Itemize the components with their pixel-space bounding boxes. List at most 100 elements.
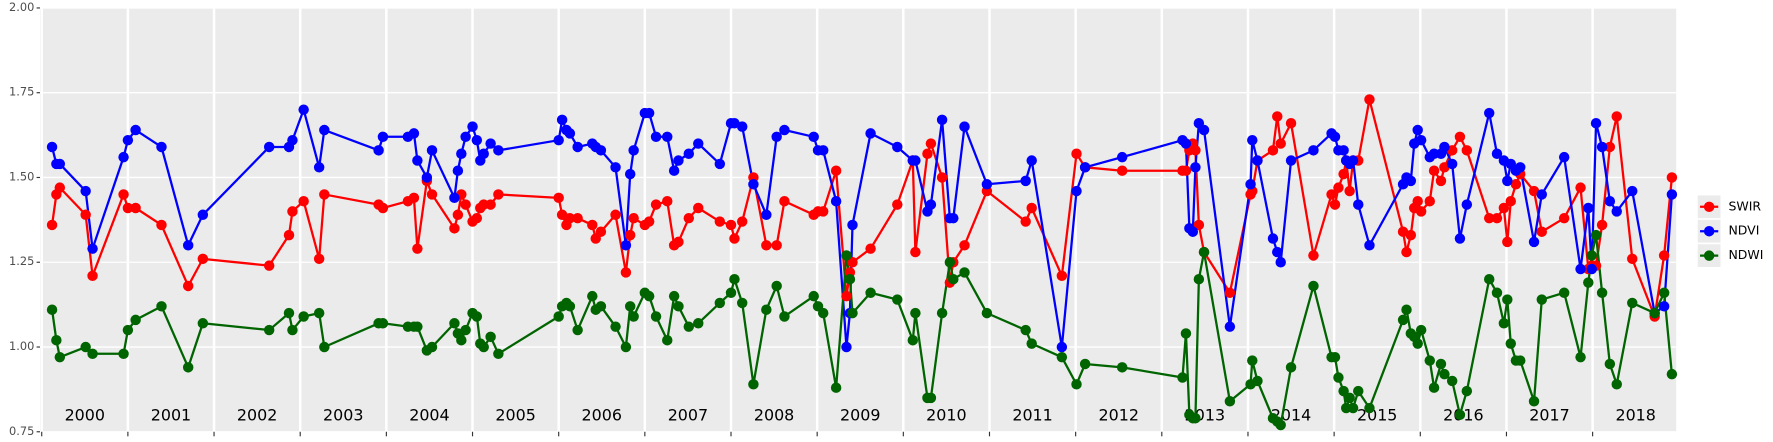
data-point: [944, 257, 956, 268]
y-tick-label: 1.75: [9, 85, 34, 99]
data-point: [1020, 175, 1031, 187]
data-point: [1364, 402, 1375, 414]
data-point: [817, 145, 829, 156]
data-point: [46, 304, 58, 315]
data-point: [1483, 212, 1495, 224]
data-point: [948, 273, 959, 285]
data-point: [1275, 419, 1286, 431]
data-point: [1329, 131, 1341, 143]
data-point: [830, 195, 842, 207]
data-point: [412, 243, 423, 254]
data-point: [1364, 94, 1375, 105]
data-point: [1026, 202, 1037, 214]
data-point: [1498, 318, 1510, 329]
data-point: [1353, 385, 1364, 397]
data-point: [620, 341, 632, 353]
data-point: [959, 267, 970, 278]
data-point: [729, 233, 740, 244]
data-point: [564, 128, 576, 139]
data-point: [1658, 250, 1670, 261]
data-point: [1198, 246, 1210, 258]
data-point: [460, 199, 471, 210]
data-point: [319, 124, 330, 136]
data-point: [771, 240, 782, 251]
data-point: [1536, 226, 1548, 237]
data-point: [1515, 162, 1526, 173]
data-point: [1604, 195, 1616, 207]
data-point: [313, 162, 325, 173]
data-point: [587, 219, 598, 231]
data-point: [460, 324, 471, 336]
data-point: [587, 290, 598, 302]
data-point: [1056, 270, 1068, 282]
data-point: [736, 121, 748, 132]
data-point: [1502, 175, 1513, 187]
data-point: [118, 189, 129, 200]
data-point: [643, 290, 655, 302]
data-point: [1079, 162, 1091, 173]
data-point: [892, 199, 903, 210]
data-point: [847, 257, 858, 268]
data-point: [1515, 355, 1526, 366]
data-point: [1364, 240, 1375, 251]
data-point: [628, 145, 639, 156]
data-point: [421, 172, 433, 183]
data-point: [1338, 385, 1349, 397]
data-point: [118, 348, 129, 360]
data-point: [1079, 358, 1091, 370]
data-point: [1435, 358, 1447, 370]
data-point: [1596, 287, 1608, 298]
data-point: [907, 335, 919, 346]
data-point: [662, 131, 673, 143]
data-point: [771, 131, 782, 143]
data-point: [673, 236, 684, 248]
y-tick-label: 1.25: [9, 254, 34, 268]
data-point: [771, 280, 782, 292]
data-point: [1071, 148, 1082, 159]
data-point: [1658, 287, 1670, 298]
data-point: [564, 301, 576, 312]
data-point: [182, 280, 194, 292]
data-point: [1611, 379, 1622, 390]
data-point: [118, 151, 129, 163]
data-point: [1428, 165, 1440, 176]
data-point: [748, 379, 759, 390]
data-point: [1329, 199, 1341, 210]
data-point: [643, 216, 655, 227]
data-point: [553, 134, 564, 146]
data-point: [197, 209, 209, 221]
data-point: [1187, 226, 1199, 237]
data-point: [1412, 338, 1423, 349]
data-point: [865, 243, 876, 254]
data-point: [1285, 155, 1297, 166]
data-point: [1666, 172, 1678, 183]
data-point: [1454, 131, 1466, 143]
data-point: [493, 189, 504, 200]
data-point: [572, 141, 583, 153]
data-point: [736, 297, 748, 309]
data-point: [319, 341, 330, 353]
data-point: [628, 311, 639, 322]
data-point: [1353, 199, 1364, 210]
data-point: [1435, 175, 1447, 187]
data-point: [808, 131, 819, 143]
data-point: [936, 114, 948, 126]
data-point: [1338, 145, 1349, 156]
year-label: 2000: [65, 405, 105, 424]
data-point: [1247, 134, 1258, 146]
data-point: [298, 311, 309, 322]
data-point: [471, 212, 483, 224]
data-point: [725, 219, 737, 231]
data-point: [467, 121, 478, 132]
y-tick-label: 1.50: [9, 169, 34, 183]
data-point: [910, 246, 921, 258]
data-point: [1558, 151, 1570, 163]
data-point: [449, 318, 460, 329]
data-point: [130, 124, 141, 136]
data-point: [729, 273, 740, 285]
legend-key-point: [1703, 201, 1715, 213]
data-point: [156, 301, 167, 312]
data-point: [182, 240, 194, 251]
data-point: [1252, 155, 1263, 166]
